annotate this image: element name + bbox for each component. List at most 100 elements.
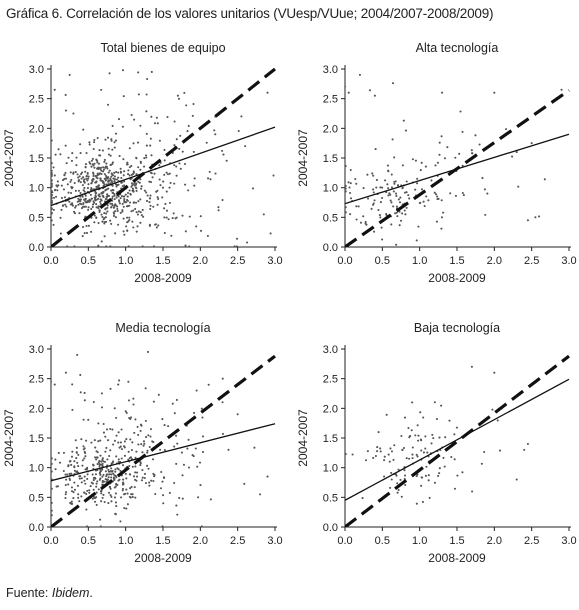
- data-point: [440, 216, 443, 219]
- data-point: [134, 186, 137, 189]
- data-point: [141, 469, 144, 472]
- figure-source: Fuente: Ibidem.: [6, 586, 93, 600]
- data-point: [134, 478, 137, 481]
- data-point: [168, 172, 171, 175]
- data-point: [104, 138, 107, 141]
- y-tick-label: 2.0: [29, 403, 44, 415]
- data-point: [530, 142, 533, 145]
- data-point: [80, 495, 83, 498]
- data-point: [396, 491, 399, 494]
- data-point: [62, 469, 65, 473]
- data-point: [77, 496, 80, 499]
- data-point: [137, 93, 140, 96]
- y-tick-label: 2.0: [29, 123, 44, 135]
- data-point: [427, 474, 430, 477]
- y-tick-label: 3.0: [323, 64, 338, 76]
- data-point: [107, 187, 110, 190]
- data-point: [438, 467, 441, 470]
- data-point: [128, 204, 131, 207]
- data-point: [100, 492, 103, 495]
- data-point: [419, 411, 422, 414]
- data-point: [104, 207, 107, 210]
- data-point: [125, 488, 128, 491]
- data-point: [200, 407, 203, 410]
- data-point: [159, 184, 162, 187]
- data-point: [145, 436, 148, 439]
- y-tick-label: 1.0: [323, 183, 338, 195]
- data-point: [139, 198, 142, 201]
- data-point: [144, 482, 148, 485]
- data-point: [152, 400, 155, 403]
- data-point: [376, 450, 379, 453]
- data-point: [56, 180, 59, 183]
- data-point: [92, 200, 95, 203]
- data-point: [85, 492, 88, 496]
- data-point: [94, 199, 97, 202]
- data-point: [95, 158, 98, 161]
- data-point: [67, 483, 70, 486]
- data-point: [79, 191, 82, 195]
- data-point: [98, 195, 101, 198]
- data-point: [113, 474, 116, 477]
- data-point: [442, 211, 445, 214]
- data-point: [73, 182, 76, 185]
- data-point: [140, 479, 144, 482]
- data-point: [139, 160, 142, 163]
- data-point: [105, 475, 108, 478]
- data-point: [386, 183, 389, 186]
- data-point: [191, 114, 194, 117]
- data-point: [57, 184, 60, 187]
- data-point: [180, 451, 183, 454]
- data-point: [82, 189, 85, 192]
- data-point: [103, 158, 106, 161]
- data-point: [117, 431, 120, 434]
- data-point: [453, 458, 456, 461]
- data-point: [113, 496, 117, 499]
- data-point: [51, 193, 53, 196]
- data-point: [97, 205, 100, 208]
- data-point: [134, 418, 137, 421]
- data-point: [92, 463, 95, 466]
- data-point: [461, 191, 464, 195]
- data-point: [147, 350, 150, 354]
- data-point: [362, 215, 365, 218]
- data-point: [388, 192, 391, 195]
- data-point: [163, 173, 166, 176]
- data-point: [94, 190, 97, 193]
- data-point: [75, 164, 78, 167]
- data-point: [80, 438, 83, 441]
- data-point: [136, 471, 139, 474]
- data-point: [133, 431, 136, 434]
- data-point: [92, 479, 95, 482]
- data-point: [130, 416, 133, 419]
- data-point: [417, 225, 420, 228]
- data-point: [179, 134, 182, 137]
- data-point: [162, 180, 165, 183]
- x-tick-label: 0.0: [337, 255, 352, 267]
- data-point: [51, 208, 53, 211]
- x-tick-label: 2.0: [487, 535, 502, 547]
- data-point: [87, 175, 90, 178]
- data-point: [537, 215, 541, 218]
- data-point: [97, 488, 100, 491]
- data-point: [163, 148, 166, 151]
- data-point: [77, 197, 80, 200]
- data-point: [68, 73, 71, 76]
- data-point: [126, 191, 130, 195]
- data-point: [95, 482, 98, 485]
- x-tick-label: 1.5: [449, 255, 464, 267]
- data-point: [470, 149, 473, 152]
- data-point: [103, 480, 106, 483]
- figure-title: Gráfica 6. Correlación de los valores un…: [6, 6, 494, 21]
- y-axis-label: 2004-2007: [296, 409, 310, 467]
- data-point: [102, 166, 105, 169]
- data-point: [184, 183, 187, 186]
- data-point: [95, 458, 98, 461]
- data-point: [82, 418, 85, 421]
- data-point: [176, 94, 179, 97]
- data-point: [150, 154, 153, 157]
- data-point: [484, 213, 487, 216]
- data-point: [143, 472, 147, 476]
- data-point: [51, 487, 53, 490]
- data-point: [111, 461, 114, 464]
